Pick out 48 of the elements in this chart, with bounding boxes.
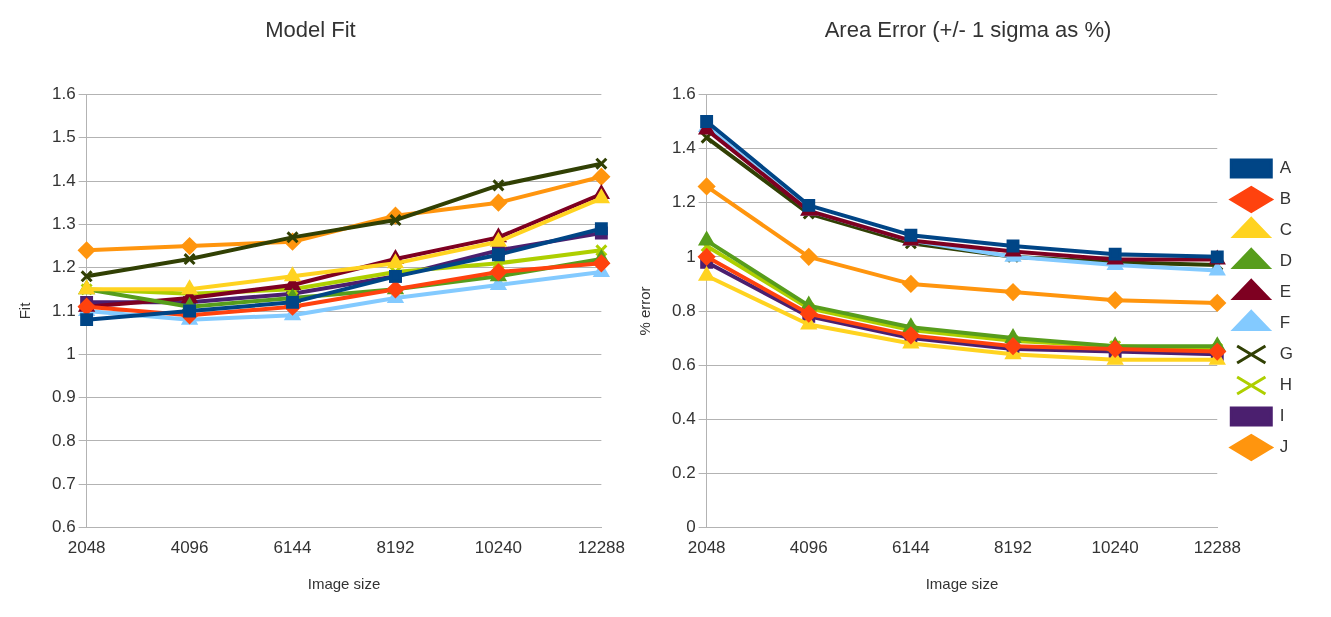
y-tick-label: 1.3 <box>51 214 76 234</box>
y-tick-label: 1.2 <box>671 192 696 212</box>
y-tick-label: 0.8 <box>51 430 76 450</box>
y-axis-title: Fit <box>16 301 34 320</box>
legend-label: E <box>1279 282 1292 302</box>
x-tick-label: 4096 <box>170 538 209 558</box>
y-tick-label: 1.5 <box>51 127 76 147</box>
y-tick-label: 0.6 <box>671 354 696 374</box>
y-tick-label: 0.2 <box>671 463 696 483</box>
legend-label: F <box>1279 313 1291 333</box>
y-tick-label: 0.6 <box>51 517 76 537</box>
legend-label: D <box>1279 251 1293 271</box>
y-tick-label: 1 <box>686 246 696 266</box>
x-tick-label: 8192 <box>376 538 415 558</box>
x-tick-label: 12288 <box>577 538 625 558</box>
legend-label: A <box>1279 158 1292 178</box>
y-tick-label: 1.1 <box>51 300 76 320</box>
chart-title: Area Error (+/- 1 sigma as %) <box>824 17 1112 43</box>
y-tick-label: 0.4 <box>671 408 696 428</box>
legend-label: G <box>1279 344 1294 364</box>
legend-label: C <box>1279 220 1293 240</box>
legend-label: I <box>1279 406 1285 426</box>
x-axis-title: Image size <box>925 575 999 593</box>
x-tick-label: 2048 <box>687 538 726 558</box>
x-tick-label: 12288 <box>1193 538 1241 558</box>
x-axis-title: Image size <box>307 575 381 593</box>
chart-title: Model Fit <box>265 17 356 43</box>
x-tick-label: 2048 <box>67 538 106 558</box>
y-tick-label: 0.8 <box>671 300 696 320</box>
x-tick-label: 8192 <box>994 538 1032 558</box>
x-tick-label: 10240 <box>1091 538 1139 558</box>
y-tick-label: 1.2 <box>51 257 76 277</box>
x-tick-label: 6144 <box>891 538 930 558</box>
y-tick-label: 0 <box>686 517 696 537</box>
x-tick-label: 6144 <box>273 538 312 558</box>
y-tick-label: 1.4 <box>671 138 696 158</box>
y-tick-label: 1.6 <box>671 84 696 104</box>
y-tick-label: 1.6 <box>51 84 76 104</box>
y-axis-title: % error <box>636 286 654 336</box>
y-tick-label: 0.9 <box>51 387 76 407</box>
legend-label: J <box>1279 437 1289 457</box>
x-tick-label: 4096 <box>789 538 828 558</box>
legend-label: H <box>1279 375 1293 395</box>
legend-label: B <box>1279 189 1292 209</box>
x-tick-label: 10240 <box>474 538 523 558</box>
y-tick-label: 1.4 <box>51 170 76 190</box>
y-tick-label: 1 <box>66 344 76 364</box>
y-tick-label: 0.7 <box>51 473 76 493</box>
